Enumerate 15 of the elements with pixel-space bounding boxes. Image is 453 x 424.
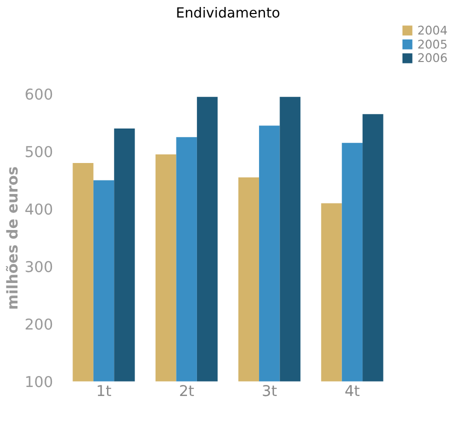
chart-title: Endividamento (176, 6, 280, 22)
x-tick-label: 1t (96, 382, 112, 400)
x-tick-label: 4t (344, 382, 360, 400)
y-tick-label: 500 (24, 142, 54, 161)
x-tick-label: 3t (262, 382, 278, 400)
y-axis-title: milhões de euros (4, 166, 22, 310)
y-tick-label: 200 (24, 315, 54, 334)
x-tick-label: 2t (178, 382, 194, 400)
legend-label: 2004 (417, 23, 448, 38)
y-tick-label: 400 (24, 200, 54, 218)
legend-label: 2006 (417, 51, 448, 66)
legend-label: 2005 (417, 37, 448, 52)
y-tick-label: 600 (24, 85, 54, 104)
y-tick-label: 300 (24, 258, 54, 276)
y-tick-label: 100 (24, 372, 54, 391)
